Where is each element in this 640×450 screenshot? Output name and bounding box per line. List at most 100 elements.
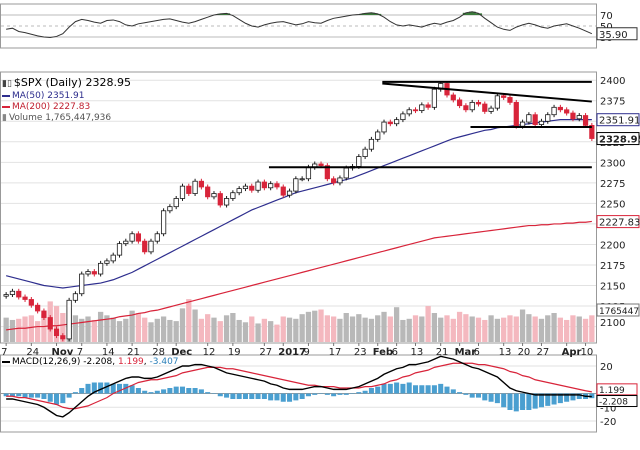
volume-bar (173, 321, 179, 342)
candle-body (274, 183, 280, 188)
histogram-value: -3.407 (149, 357, 179, 367)
x-tick-label: 28 (152, 347, 165, 358)
candle-body (582, 115, 589, 126)
macd-histogram-bar (28, 393, 34, 398)
volume-bar (551, 313, 557, 342)
macd-histogram-bar (60, 393, 66, 404)
macd-histogram-bar (538, 393, 544, 408)
volume-bar (16, 318, 22, 342)
price-tick-label: 2275 (600, 179, 625, 190)
volume-bar (85, 316, 91, 342)
candle-body (85, 271, 91, 275)
x-tick-label: 27 (536, 347, 549, 358)
candle-body (450, 94, 456, 101)
macd-histogram-bar (551, 393, 557, 405)
candle-body (513, 101, 519, 127)
macd-legend: MACD(12,26,9) -2.208, 1.199, -3.407 (2, 357, 179, 368)
macd-histogram-bar (564, 393, 570, 402)
macd-histogram-bar (557, 393, 563, 404)
rsi-overbought-fill (368, 12, 375, 15)
volume-bar (444, 315, 450, 342)
volume-bars-icon: ▮ (2, 113, 7, 123)
macd-swatch (2, 360, 10, 363)
candle-body (318, 163, 324, 167)
volume-bar (312, 310, 318, 342)
macd-histogram-bar (242, 393, 248, 399)
volume-bar (154, 318, 160, 342)
trendline-resistance-top (382, 82, 592, 103)
volume-bar (286, 317, 293, 342)
volume-bar (53, 306, 60, 342)
macd-histogram-bar (154, 390, 160, 394)
macd-histogram-bar (54, 393, 60, 405)
macd-histogram-bar (72, 392, 78, 394)
candle-body (104, 260, 110, 264)
volume-bar (299, 314, 305, 342)
candle-body (142, 240, 148, 253)
candle-body (230, 192, 236, 199)
volume-bar (406, 318, 412, 342)
macd-histogram-bar (545, 393, 551, 406)
volume-bar (368, 318, 375, 342)
macd-histogram-bar (230, 393, 236, 399)
candle-body (337, 177, 343, 184)
macd-histogram-bar (116, 383, 123, 394)
rsi-overbought-fill (361, 13, 369, 15)
ma200-legend-text: MA(200) 2227.83 (12, 102, 91, 112)
volume-bar (255, 323, 261, 342)
rsi-line (6, 11, 593, 39)
volume-bar (60, 313, 66, 342)
volume-bar (589, 315, 595, 342)
price-tick-label: 2150 (600, 282, 625, 293)
candle-body (557, 106, 563, 111)
candle-body (53, 328, 60, 337)
macd-histogram-bar (312, 393, 318, 395)
candle-body (564, 109, 570, 114)
macd-histogram-bar (217, 393, 223, 397)
macd-histogram-bar (293, 393, 299, 401)
rsi-last-value: 35.90 (599, 30, 628, 41)
candle-body (60, 335, 66, 340)
volume-bar (249, 316, 255, 342)
rsi-overbought-fill (217, 13, 224, 15)
volume-bar (280, 316, 286, 342)
candle-body (299, 178, 305, 181)
volume-bar (116, 321, 123, 342)
candle-icon: ▮▯ (2, 79, 12, 89)
x-tick-label: 17 (329, 347, 342, 358)
macd-histogram-bar (205, 392, 211, 394)
macd-tick-label: 20 (600, 362, 613, 373)
macd-histogram-bar (488, 393, 494, 402)
candle-body (538, 120, 545, 125)
ma200-swatch (2, 105, 10, 108)
price-tick-label: 2200 (600, 240, 625, 251)
candle-body (551, 106, 557, 116)
price-legend: ▮▯ $SPX (Daily) 2328.95 (2, 76, 131, 91)
macd-histogram-bar (375, 386, 381, 394)
candle-body (431, 88, 438, 108)
price-last-box (596, 132, 640, 146)
candle-body (394, 119, 400, 125)
volume-bar (230, 313, 236, 342)
volume-bar (519, 309, 526, 342)
candle-body (198, 180, 204, 188)
macd-last-value: -2.208 (599, 398, 628, 408)
volume-bar (9, 319, 16, 342)
macd-histogram-bar (274, 393, 280, 401)
candle-body (570, 112, 576, 120)
volume-bar (110, 317, 116, 342)
macd-histogram-bar (268, 393, 274, 401)
volume-bar (318, 309, 324, 342)
x-tick-label: 2017 (278, 347, 306, 358)
candle-body (98, 262, 104, 275)
macd-histogram-bar (532, 393, 538, 409)
volume-bar (261, 318, 268, 342)
candle-body (223, 198, 230, 206)
candle-body (356, 156, 362, 167)
macd-histogram-bar (79, 388, 85, 394)
x-tick-label: 21 (436, 347, 449, 358)
candle-body (488, 107, 494, 112)
volume-bar (72, 315, 79, 342)
candle-body (507, 97, 513, 103)
volume-bar (337, 318, 343, 342)
